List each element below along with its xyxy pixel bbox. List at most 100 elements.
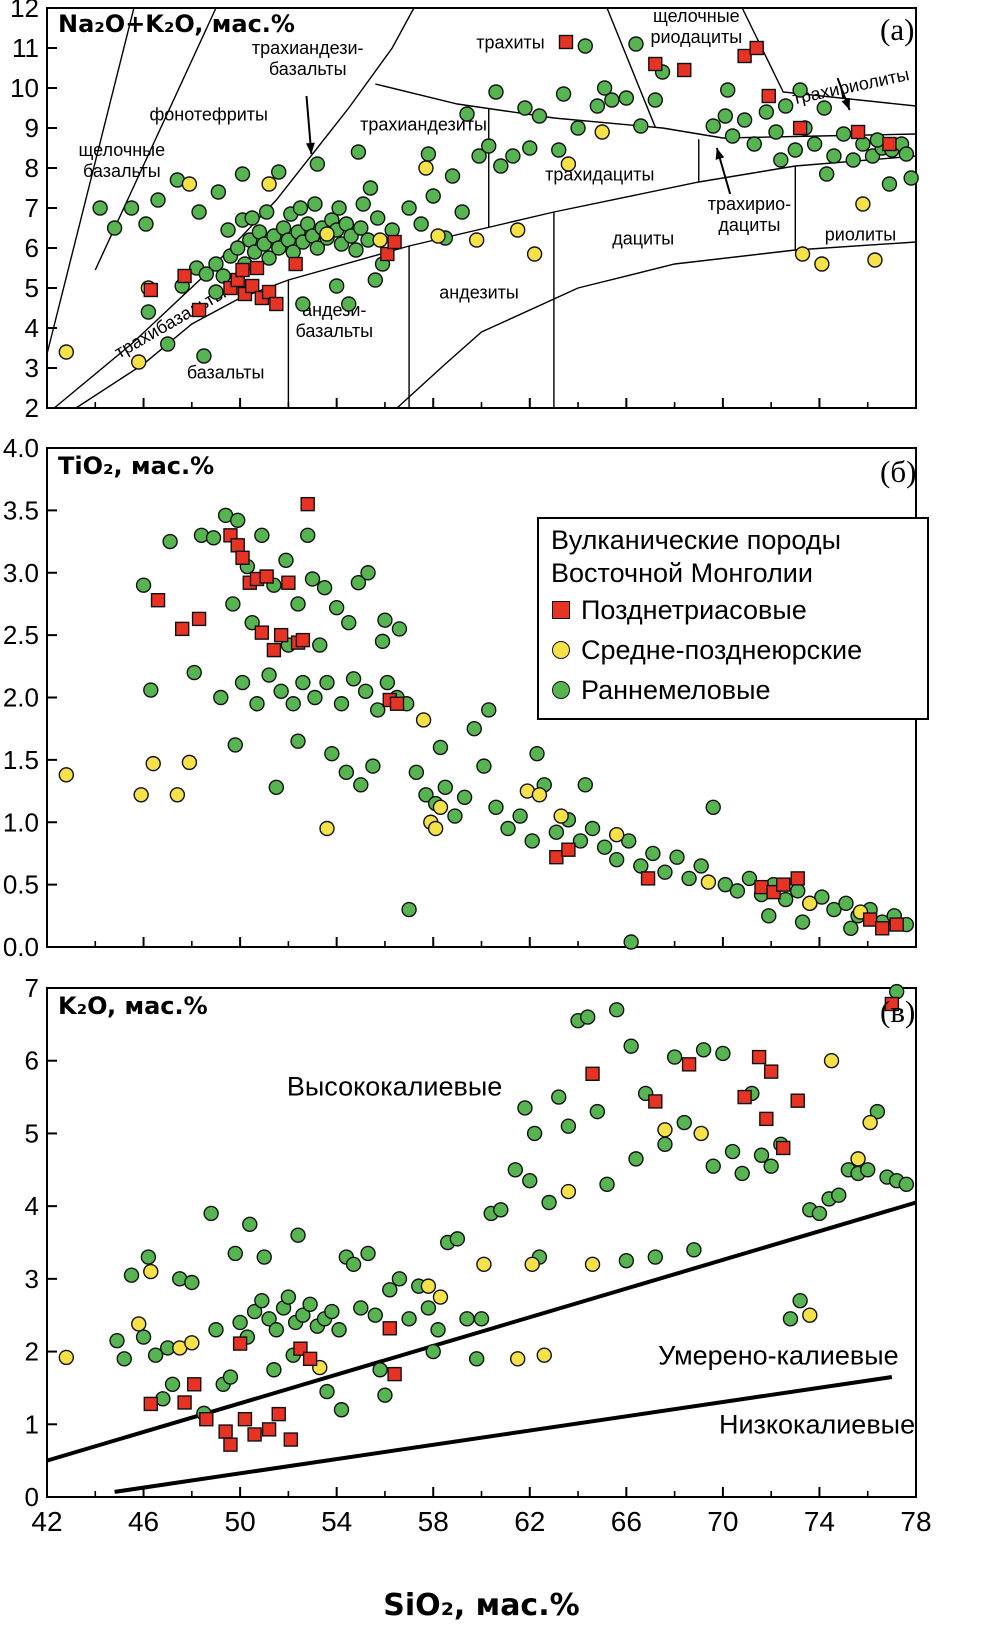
- data-point-circle: [589, 98, 606, 114]
- data-point-square: [875, 921, 890, 936]
- data-point-circle: [782, 1311, 799, 1327]
- data-point-circle: [254, 527, 270, 544]
- x-tick-label: 50: [225, 1506, 256, 1537]
- field-label: трахиандезиты: [360, 114, 487, 134]
- data-point-circle: [138, 216, 154, 232]
- data-point-circle: [353, 777, 369, 793]
- data-point-circle: [307, 196, 323, 212]
- data-point-circle: [589, 1103, 606, 1120]
- data-point-circle: [324, 1303, 340, 1320]
- data-point-circle: [420, 146, 437, 162]
- series-Позднетриасовые: [143, 34, 897, 318]
- data-point-circle: [432, 739, 449, 756]
- data-point-circle: [341, 296, 357, 312]
- data-point-circle: [205, 530, 222, 546]
- data-point-circle: [162, 533, 178, 550]
- data-point-circle: [522, 140, 538, 156]
- series-Средне-позднеюрские: [58, 1053, 878, 1376]
- data-point-circle: [761, 908, 777, 924]
- data-point-circle: [816, 100, 832, 116]
- data-point-square: [254, 625, 270, 640]
- data-point-circle: [353, 220, 369, 236]
- data-point-circle: [345, 1256, 362, 1273]
- data-point-circle: [898, 1176, 915, 1193]
- data-point-circle: [242, 1216, 258, 1233]
- panel-v: 0 1 2 3 4 5 6 7 42 46 50 54 58 62 66 70 74 78 Высококалиев…: [25, 973, 932, 1537]
- data-point-circle: [377, 612, 393, 628]
- data-point-circle: [794, 246, 811, 262]
- data-point-circle: [432, 799, 449, 815]
- data-point-circle: [246, 1303, 263, 1320]
- data-point-circle: [430, 1322, 446, 1338]
- data-point-circle: [746, 136, 762, 152]
- data-point-square: [751, 1049, 767, 1065]
- data-point-square: [889, 917, 904, 932]
- y-tick-label: 1.5: [3, 745, 39, 775]
- data-point-square: [143, 282, 158, 298]
- data-point-square: [737, 48, 752, 64]
- data-point-circle: [208, 284, 224, 300]
- data-point-square: [759, 1111, 774, 1127]
- data-point-circle: [285, 696, 301, 712]
- field-label: базальты: [187, 362, 265, 382]
- data-point-circle: [584, 1256, 601, 1273]
- data-point-circle: [215, 268, 231, 284]
- annotation-arrowhead-icon: [841, 98, 850, 110]
- data-point-circle: [493, 158, 509, 174]
- data-point-circle: [425, 188, 441, 204]
- data-point-square: [884, 996, 900, 1012]
- y-tick-label: 4.0: [3, 433, 39, 463]
- data-point-square: [648, 56, 663, 72]
- data-point-circle: [526, 246, 543, 262]
- svg-text:базальты: базальты: [83, 161, 161, 181]
- data-point-square: [648, 1094, 663, 1109]
- y-tick-label: 2: [25, 393, 39, 423]
- data-point-square: [230, 538, 245, 553]
- data-point-circle: [903, 170, 919, 186]
- data-point-circle: [184, 1335, 200, 1351]
- data-point-square: [218, 1424, 233, 1439]
- panel-a-y-axis-title: Na₂O+K₂O, мас.%: [58, 10, 295, 38]
- svg-text:риолиты: риолиты: [825, 224, 896, 244]
- field-boundary-line: [53, 7, 415, 409]
- data-point-circle: [551, 1089, 567, 1105]
- data-point-circle: [232, 1314, 248, 1331]
- field-label: Высококалиевые: [287, 1072, 502, 1102]
- series-Раннемеловые: [92, 36, 919, 364]
- data-point-square: [681, 1057, 697, 1072]
- data-point-circle: [150, 192, 166, 208]
- data-point-square: [387, 234, 402, 250]
- data-point-circle: [524, 833, 540, 849]
- data-point-circle: [647, 1249, 663, 1265]
- data-point-circle: [577, 777, 593, 793]
- data-point-circle: [341, 614, 357, 631]
- svg-text:Низкокалиевые: Низкокалиевые: [719, 1410, 915, 1440]
- data-point-circle: [290, 1227, 306, 1243]
- data-point-circle: [319, 1383, 335, 1400]
- data-point-circle: [324, 745, 340, 762]
- data-point-circle: [676, 1114, 692, 1131]
- data-point-circle: [705, 1158, 721, 1174]
- data-point-circle: [814, 889, 830, 905]
- series-Средне-позднеюрские: [58, 712, 869, 920]
- data-point-circle: [855, 196, 871, 212]
- data-point-circle: [505, 148, 521, 164]
- data-point-circle: [365, 758, 381, 774]
- data-point-circle: [741, 870, 758, 887]
- data-point-circle: [234, 674, 251, 691]
- data-point-circle: [377, 1387, 393, 1403]
- data-point-circle: [304, 571, 321, 587]
- data-point-circle: [401, 200, 417, 216]
- data-point-circle: [823, 1053, 840, 1069]
- data-point-square: [223, 1437, 238, 1452]
- svg-text:дациты: дациты: [718, 215, 780, 235]
- y-tick-label: 4: [25, 1191, 39, 1221]
- x-tick-label: 78: [900, 1506, 931, 1537]
- data-point-circle: [831, 1187, 847, 1203]
- data-point-circle: [790, 883, 806, 899]
- data-point-circle: [328, 278, 345, 294]
- data-point-circle: [256, 1249, 272, 1265]
- data-point-circle: [459, 106, 475, 122]
